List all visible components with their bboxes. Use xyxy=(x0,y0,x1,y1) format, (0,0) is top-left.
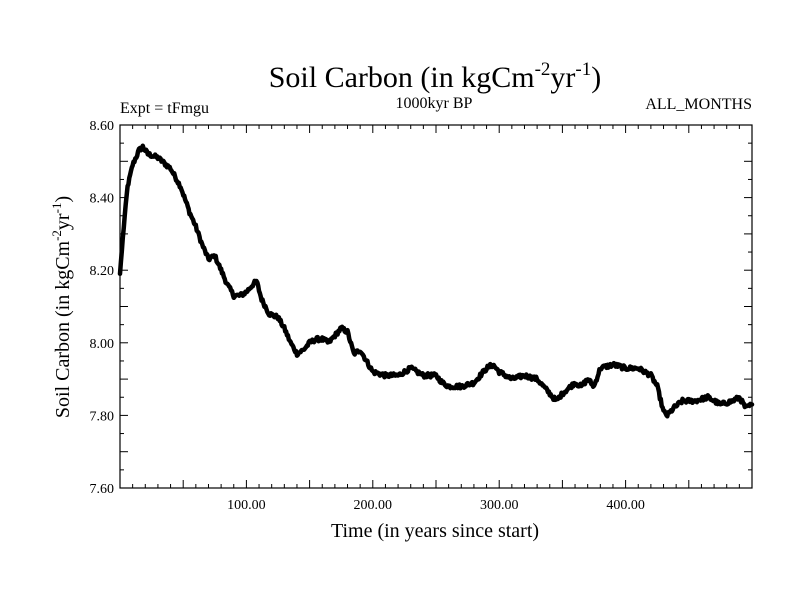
x-tick-label: 200.00 xyxy=(354,498,393,513)
y-axis-label: Soil Carbon (in kgCm-2yr-1) xyxy=(49,196,74,418)
experiment-label: Expt = tFmgu xyxy=(120,100,209,117)
x-axis-label: Time (in years since start) xyxy=(331,520,539,542)
plot-frame xyxy=(119,124,753,489)
y-tick-label: 8.20 xyxy=(90,264,115,279)
axis-ticks xyxy=(120,125,752,488)
x-tick-label: 400.00 xyxy=(606,498,645,513)
months-label: ALL_MONTHS xyxy=(645,96,752,113)
chart-title: Soil Carbon (in kgCm-2yr-1) xyxy=(269,59,602,94)
x-tick-label: 100.00 xyxy=(227,498,266,513)
y-tick-label: 8.60 xyxy=(90,119,115,134)
x-tick-label: 300.00 xyxy=(480,498,519,513)
y-tick-label: 7.60 xyxy=(90,482,115,497)
series-line-soil-carbon xyxy=(117,143,755,419)
period-label: 1000kyr BP xyxy=(396,95,473,112)
series-group xyxy=(117,143,755,419)
y-tick-label: 8.00 xyxy=(90,337,115,352)
y-tick-label: 7.80 xyxy=(90,409,115,424)
y-tick-label: 8.40 xyxy=(90,192,115,207)
tick-labels: 100.00 200.00 300.00 400.00 7.60 7.80 8.00 8.20… xyxy=(90,119,645,513)
